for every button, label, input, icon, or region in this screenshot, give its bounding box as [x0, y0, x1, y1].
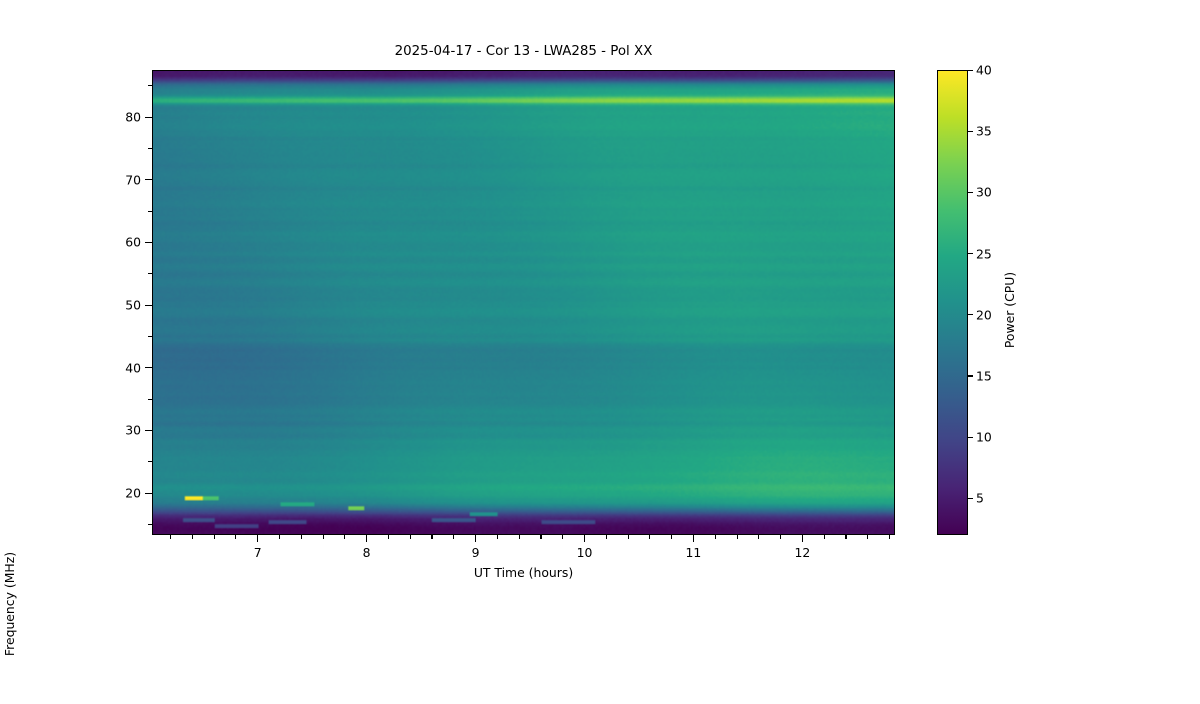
y-tick-mark [145, 179, 152, 181]
colorbar-label-wrap: Power (CPU) [910, 272, 1110, 348]
x-tick-minor [605, 535, 607, 539]
y-tick-minor [148, 335, 152, 337]
y-tick-mark [145, 116, 152, 118]
x-tick-minor [344, 535, 346, 539]
x-tick-minor [431, 535, 433, 539]
y-tick-mark [145, 367, 152, 369]
y-tick-minor [148, 461, 152, 463]
y-tick-label: 30 [125, 422, 141, 438]
x-tick-label: 12 [794, 545, 811, 560]
x-tick-minor [714, 535, 716, 539]
y-tick-mark [145, 429, 152, 431]
colorbar-tick-mark [968, 314, 973, 316]
spectrogram-canvas [153, 71, 894, 534]
y-tick-mark [145, 492, 152, 494]
x-tick-mark [801, 535, 803, 542]
x-tick-minor [213, 535, 215, 539]
page-title: 2025-04-17 - Cor 13 - LWA285 - Pol XX [394, 44, 653, 59]
x-tick-mark [692, 535, 695, 542]
x-tick-minor [518, 535, 520, 539]
x-tick-label: 10 [576, 545, 593, 560]
x-tick-minor [235, 535, 237, 539]
matplotlib-figure: 2025-04-17 - Cor 13 - LWA285 - Pol XX 20… [0, 44, 1110, 657]
x-tick-minor [889, 535, 891, 539]
x-tick-mark [584, 535, 586, 542]
colorbar-tick-label: 35 [976, 123, 992, 139]
x-tick-mark [366, 535, 368, 542]
spectrogram-axes[interactable] [152, 70, 895, 535]
x-tick-minor [649, 535, 651, 539]
x-tick-minor [496, 535, 498, 539]
y-tick-minor [148, 273, 152, 275]
x-tick-minor [387, 535, 389, 539]
colorbar-tick-mark [968, 253, 973, 255]
y-tick-minor [148, 85, 152, 87]
x-tick-label: 9 [471, 545, 480, 560]
colorbar-tick-mark [968, 436, 973, 438]
x-tick-minor [453, 535, 455, 539]
colorbar-tick-mark [968, 191, 973, 193]
x-tick-minor [322, 535, 324, 539]
colorbar-tick-label: 40 [976, 62, 992, 78]
x-tick-minor [823, 535, 825, 539]
colorbar-tick-mark [968, 130, 973, 132]
y-axis-label-wrap: Frequency (MHz) [0, 302, 104, 656]
y-tick-mark [145, 304, 152, 306]
colorbar-tick-label: 5 [976, 490, 984, 506]
dynamic-spectrum-image [153, 71, 894, 534]
y-tick-minor [148, 523, 152, 525]
y-tick-label: 40 [125, 360, 141, 376]
colorbar-tick-label: 25 [976, 246, 992, 262]
x-tick-mark [475, 535, 477, 542]
x-tick-minor [191, 535, 193, 539]
x-tick-minor [409, 535, 411, 539]
x-tick-minor [278, 535, 281, 539]
x-tick-minor [300, 535, 302, 539]
y-tick-label: 20 [125, 485, 141, 501]
x-tick-minor [671, 535, 673, 539]
x-tick-label: 11 [685, 545, 702, 560]
x-axis-label: UT Time (hours) [473, 565, 574, 580]
x-tick-minor [540, 535, 542, 539]
y-tick-label: 50 [125, 297, 141, 313]
colorbar-label: Power (CPU) [1002, 271, 1017, 349]
y-tick-minor [148, 210, 152, 212]
colorbar-tick-label: 10 [976, 429, 992, 445]
y-tick-mark [145, 241, 152, 243]
x-tick-label: 7 [253, 545, 262, 560]
colorbar-gradient [938, 71, 967, 534]
x-tick-minor [845, 535, 847, 539]
colorbar-tick-mark [968, 69, 973, 71]
x-tick-minor [562, 535, 564, 539]
x-tick-minor [627, 535, 629, 539]
y-tick-minor [148, 147, 152, 149]
colorbar-tick-label: 15 [976, 368, 992, 384]
x-tick-minor [170, 535, 172, 539]
colorbar-tick-label: 20 [976, 307, 992, 323]
y-tick-minor [148, 398, 152, 400]
x-tick-minor [736, 535, 738, 539]
colorbar-tick-mark [968, 375, 973, 377]
colorbar-tick-mark [968, 497, 973, 499]
x-tick-minor [867, 535, 869, 539]
y-tick-label: 60 [125, 234, 141, 250]
y-tick-label: 70 [125, 172, 141, 188]
colorbar-tick-label: 30 [976, 184, 992, 200]
colorbar[interactable] [937, 70, 968, 535]
x-tick-mark [257, 535, 259, 542]
x-tick-label: 8 [362, 545, 371, 560]
x-tick-minor [758, 535, 760, 539]
x-tick-minor [780, 535, 782, 539]
y-tick-label: 80 [125, 109, 141, 125]
y-axis-label: Frequency (MHz) [2, 551, 17, 657]
